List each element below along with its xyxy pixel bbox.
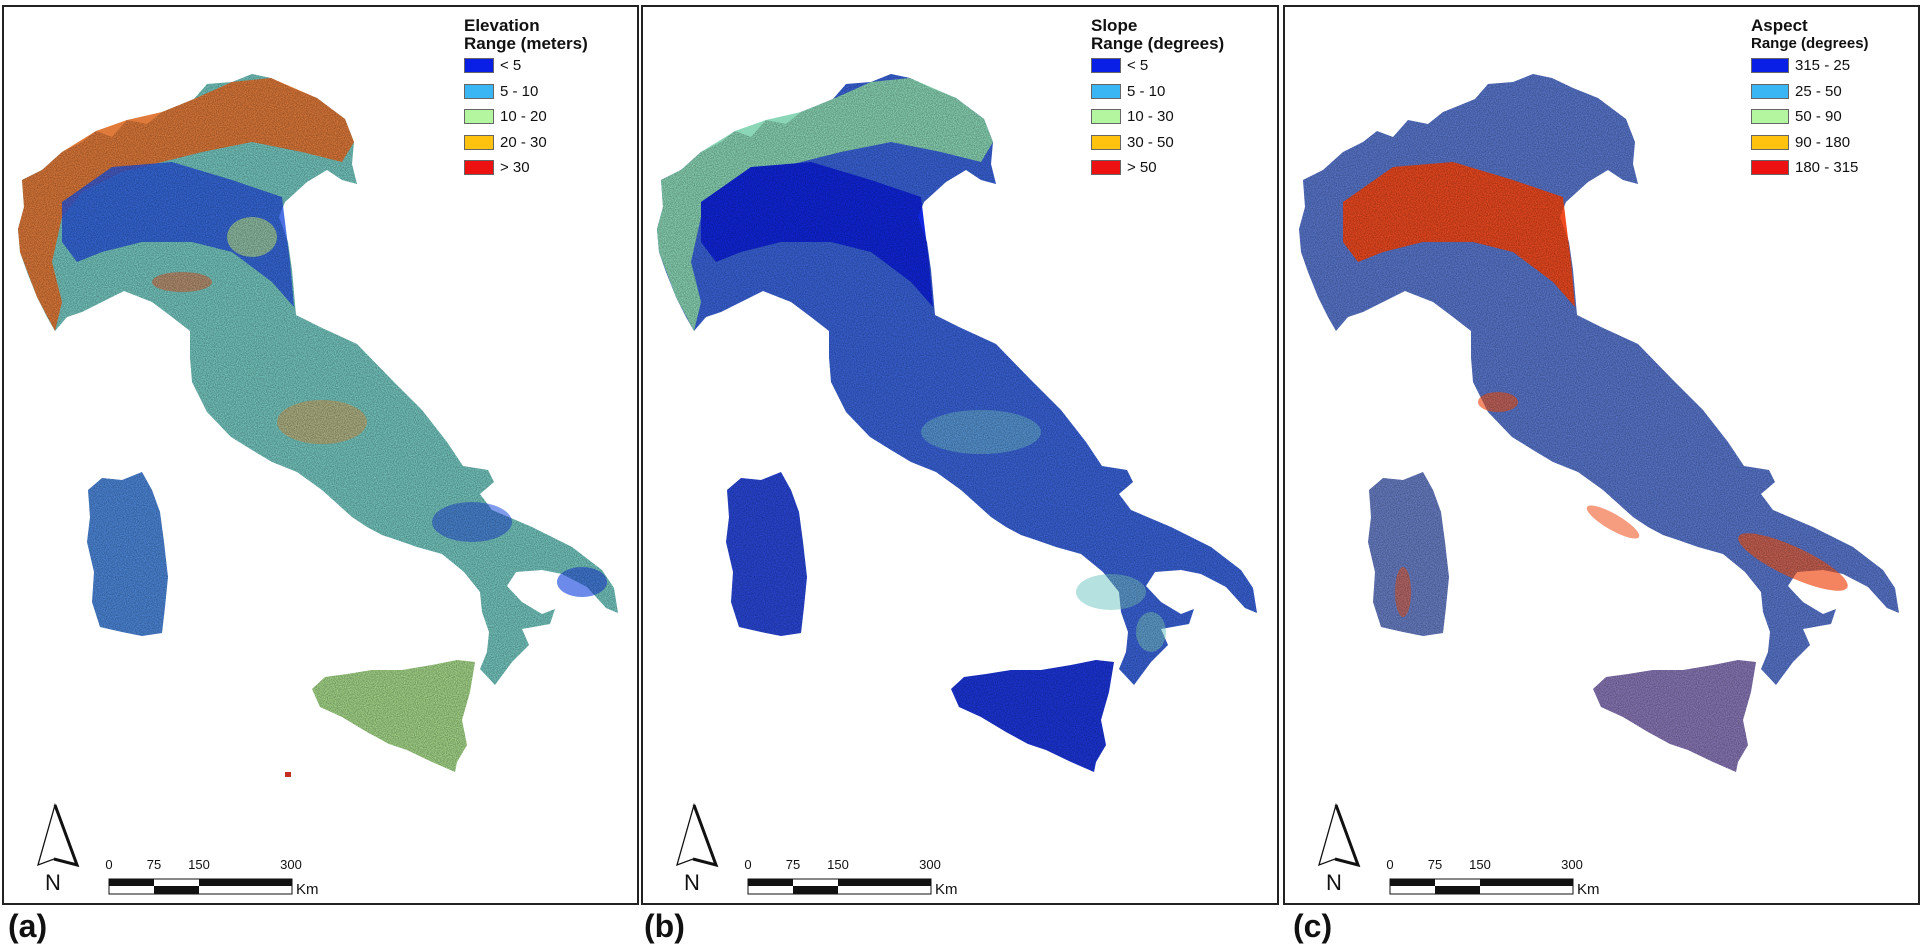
legend-row: > 30	[464, 155, 588, 181]
north-label: N	[45, 870, 61, 895]
legend-label: < 5	[1127, 57, 1149, 75]
scale-tick: 300	[919, 857, 941, 872]
legend-label: > 50	[1127, 159, 1157, 177]
legend-label: 5 - 10	[1127, 82, 1166, 100]
legend-row: 5 - 10	[1091, 79, 1224, 105]
north-arrow-icon	[37, 802, 80, 868]
legend-subtitle: Range (meters)	[464, 34, 588, 53]
scale-unit: Km	[935, 881, 958, 898]
legend-row: < 5	[1091, 53, 1224, 79]
legend-label: 10 - 30	[1127, 108, 1174, 126]
legend-row: 180 - 315	[1751, 155, 1869, 181]
legend-subtitle: Range (degrees)	[1751, 35, 1869, 52]
legend-label: < 5	[500, 57, 522, 75]
legend-elevation: Elevation Range (meters) < 5 5 - 10 10 -…	[464, 17, 588, 181]
legend-label: > 30	[500, 159, 530, 177]
panel-label-b: (b)	[644, 908, 685, 944]
legend-label: 50 - 90	[1795, 108, 1842, 126]
scale-bar: 0 75 150 300 Km	[105, 857, 318, 901]
scale-tick: 75	[785, 857, 801, 872]
legend-swatch	[1751, 109, 1789, 125]
legend-row: 5 - 10	[464, 79, 588, 105]
north-arrow: N	[671, 802, 721, 895]
panel-elevation: Elevation Range (meters) < 5 5 - 10 10 -…	[2, 5, 639, 905]
scale-tick: 150	[1469, 857, 1491, 872]
legend-swatch	[464, 160, 494, 176]
north-label: N	[1326, 870, 1342, 895]
north-arrow: N	[1313, 802, 1363, 895]
legend-label: 25 - 50	[1795, 82, 1842, 100]
legend-title: Slope	[1091, 16, 1138, 35]
panel-label-c: (c)	[1293, 908, 1333, 944]
scale-tick: 150	[827, 857, 849, 872]
legend-subtitle: Range (degrees)	[1091, 34, 1225, 53]
legend-row: 30 - 50	[1091, 130, 1224, 156]
legend-label: 10 - 20	[500, 108, 547, 126]
panel-label-a: (a)	[8, 908, 48, 944]
legend-swatch	[464, 109, 494, 125]
north-label: N	[684, 870, 700, 895]
scale-tick: 150	[188, 857, 210, 872]
scale-tick: 75	[146, 857, 162, 872]
scale-tick: 0	[105, 857, 113, 872]
legend-aspect: Aspect Range (degrees) 315 - 25 25 - 50 …	[1751, 17, 1869, 181]
italy-elevation-map	[18, 74, 618, 777]
north-arrow-icon	[1318, 802, 1361, 868]
legend-swatch	[1751, 58, 1789, 74]
legend-label: 180 - 315	[1795, 159, 1859, 177]
legend-swatch	[1091, 134, 1121, 150]
legend-swatch	[1091, 83, 1121, 99]
panel-aspect: Aspect Range (degrees) 315 - 25 25 - 50 …	[1283, 5, 1920, 905]
legend-swatch	[1751, 134, 1789, 150]
legend-swatch	[1091, 160, 1121, 176]
north-arrow: N	[32, 802, 82, 895]
legend-label: 90 - 180	[1795, 133, 1851, 151]
legend-label: 315 - 25	[1795, 57, 1851, 75]
italy-slope-map	[657, 74, 1257, 772]
scale-bar: 0 75 150 300 Km	[1386, 857, 1599, 901]
scale-tick: 300	[280, 857, 302, 872]
legend-label: 30 - 50	[1127, 133, 1174, 151]
italy-aspect-map	[1299, 74, 1899, 772]
legend-label: 20 - 30	[500, 133, 547, 151]
scale-unit: Km	[296, 881, 319, 898]
legend-swatch	[1751, 160, 1789, 176]
legend-swatch	[464, 83, 494, 99]
scale-unit: Km	[1577, 881, 1600, 898]
legend-label: 5 - 10	[500, 82, 539, 100]
scale-tick: 0	[1386, 857, 1394, 872]
legend-row: < 5	[464, 53, 588, 79]
legend-row: 10 - 20	[464, 104, 588, 130]
legend-row: 90 - 180	[1751, 130, 1869, 156]
legend-swatch	[1091, 58, 1121, 74]
legend-slope: Slope Range (degrees) < 5 5 - 10 10 - 30…	[1091, 17, 1224, 181]
legend-row: 25 - 50	[1751, 79, 1869, 105]
legend-swatch	[464, 58, 494, 74]
scale-tick: 300	[1561, 857, 1583, 872]
legend-swatch	[464, 134, 494, 150]
legend-title: Aspect	[1751, 16, 1808, 35]
legend-row: 10 - 30	[1091, 104, 1224, 130]
legend-swatch	[1091, 109, 1121, 125]
north-arrow-icon	[676, 802, 719, 868]
legend-swatch	[1751, 83, 1789, 99]
legend-row: 315 - 25	[1751, 53, 1869, 79]
legend-title: Elevation	[464, 16, 540, 35]
legend-row: 50 - 90	[1751, 104, 1869, 130]
scale-bar: 0 75 150 300 Km	[744, 857, 957, 901]
scale-tick: 75	[1427, 857, 1443, 872]
panel-slope: Slope Range (degrees) < 5 5 - 10 10 - 30…	[641, 5, 1279, 905]
scale-tick: 0	[744, 857, 752, 872]
legend-row: 20 - 30	[464, 130, 588, 156]
legend-row: > 50	[1091, 155, 1224, 181]
